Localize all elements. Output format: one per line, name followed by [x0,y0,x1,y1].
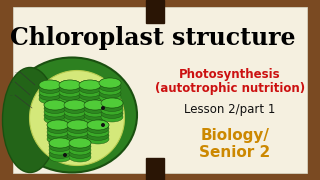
Ellipse shape [84,107,106,117]
Text: Lesson 2/part 1: Lesson 2/part 1 [184,103,276,116]
Ellipse shape [87,134,109,144]
Ellipse shape [59,91,81,100]
Text: (autotrophic nutrition): (autotrophic nutrition) [155,82,305,95]
Ellipse shape [99,78,121,88]
Ellipse shape [84,111,106,120]
Ellipse shape [47,123,69,134]
Ellipse shape [101,98,123,108]
Ellipse shape [79,80,101,90]
Ellipse shape [84,114,106,124]
Text: Chloroplast structure: Chloroplast structure [10,26,295,50]
Ellipse shape [64,103,86,114]
Ellipse shape [79,84,101,93]
Ellipse shape [49,148,71,159]
Ellipse shape [84,100,106,110]
Ellipse shape [69,148,91,159]
Ellipse shape [87,120,109,130]
Ellipse shape [67,120,89,130]
Ellipse shape [3,68,58,172]
Text: —: — [10,80,13,84]
Ellipse shape [84,100,106,110]
Text: —: — [15,70,18,74]
Text: Biology/: Biology/ [201,128,269,143]
Ellipse shape [101,105,123,115]
Ellipse shape [44,111,66,120]
Ellipse shape [69,141,91,152]
Ellipse shape [39,84,61,93]
Bar [146,158,164,180]
Ellipse shape [7,57,137,172]
Ellipse shape [99,82,121,91]
Ellipse shape [29,71,124,165]
Ellipse shape [49,145,71,155]
Ellipse shape [101,123,105,127]
Ellipse shape [39,91,61,100]
Ellipse shape [99,92,121,102]
Ellipse shape [101,112,123,122]
Ellipse shape [64,111,86,120]
Ellipse shape [69,138,91,148]
Ellipse shape [99,85,121,95]
Ellipse shape [39,80,61,90]
Ellipse shape [69,138,91,148]
Ellipse shape [44,114,66,124]
Ellipse shape [47,120,69,130]
Ellipse shape [47,127,69,137]
Ellipse shape [47,120,69,130]
Ellipse shape [67,134,89,144]
Ellipse shape [59,84,81,93]
Ellipse shape [79,87,101,97]
Ellipse shape [47,134,69,144]
Ellipse shape [67,120,89,130]
Ellipse shape [44,100,66,110]
Ellipse shape [69,152,91,162]
Ellipse shape [63,153,67,157]
Ellipse shape [44,107,66,117]
Ellipse shape [87,120,109,130]
Ellipse shape [59,87,81,97]
Ellipse shape [99,78,121,88]
Ellipse shape [64,100,86,110]
Ellipse shape [59,80,81,90]
Ellipse shape [84,103,106,114]
Ellipse shape [49,138,71,148]
Ellipse shape [39,80,61,90]
Ellipse shape [67,127,89,137]
Text: Photosynthesis: Photosynthesis [179,68,281,81]
Ellipse shape [101,109,123,118]
Ellipse shape [87,123,109,134]
Ellipse shape [49,152,71,162]
Ellipse shape [79,94,101,104]
Ellipse shape [59,80,81,90]
Ellipse shape [47,130,69,141]
Ellipse shape [64,114,86,124]
Ellipse shape [101,106,105,110]
Ellipse shape [67,123,89,134]
Ellipse shape [101,102,123,111]
Ellipse shape [64,100,86,110]
Ellipse shape [44,103,66,114]
Ellipse shape [67,130,89,141]
Ellipse shape [49,141,71,152]
Text: Senior 2: Senior 2 [199,145,271,160]
Ellipse shape [79,80,101,90]
Text: —: — [10,93,13,97]
Ellipse shape [44,100,66,110]
Ellipse shape [101,98,123,108]
Ellipse shape [79,91,101,100]
Ellipse shape [64,107,86,117]
Ellipse shape [39,94,61,104]
Ellipse shape [59,94,81,104]
Bar [146,0,164,23]
Ellipse shape [69,145,91,155]
Ellipse shape [99,89,121,98]
Ellipse shape [87,130,109,141]
Ellipse shape [49,138,71,148]
Ellipse shape [39,87,61,97]
Ellipse shape [87,127,109,137]
